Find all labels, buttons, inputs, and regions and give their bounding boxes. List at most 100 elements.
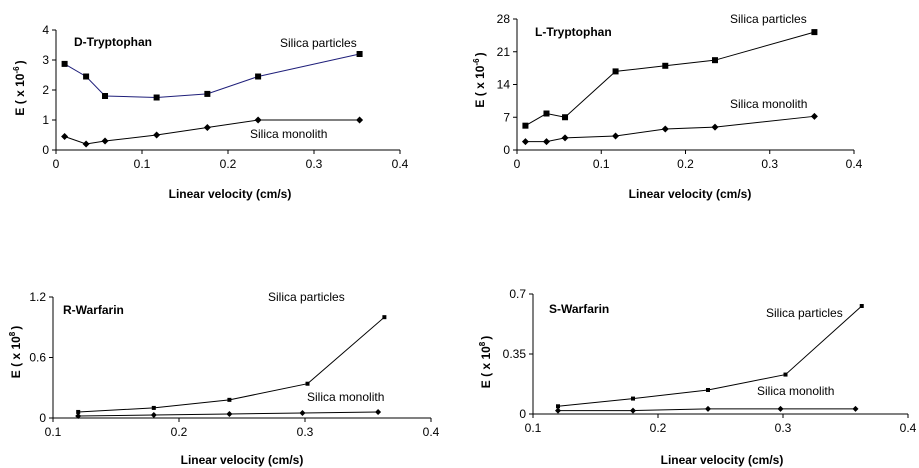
x-tick-label: 0.4 xyxy=(423,425,440,439)
data-point-monolith xyxy=(711,123,719,131)
data-point-particles xyxy=(227,397,232,402)
x-axis-label: Linear velocity (cm/s) xyxy=(661,453,784,467)
chart-l-tryptophan: 0 0.1 0.2 0.3 0.4 0 7 14 21 28 L-Tryptophan Linea… xyxy=(460,0,919,234)
data-point-monolith xyxy=(555,407,561,414)
series-label-monolith: Silica monolith xyxy=(757,384,834,398)
x-tick-label: 0.2 xyxy=(677,157,694,171)
y-tick-label: 0.35 xyxy=(503,347,527,361)
y-axis-label: E ( x 108) xyxy=(8,326,23,378)
data-point-particles xyxy=(783,372,788,377)
data-point-particles xyxy=(859,304,864,308)
y-tick-label: 1.2 xyxy=(29,290,46,304)
series-line-monolith xyxy=(525,115,815,143)
data-point-monolith xyxy=(661,125,669,133)
data-point-monolith xyxy=(852,405,859,412)
data-point-monolith xyxy=(101,137,109,145)
x-tick-label: 0.1 xyxy=(45,425,62,439)
series-label-monolith: Silica monolith xyxy=(730,97,807,111)
y-tick-label: 3 xyxy=(42,53,49,67)
data-point-particles xyxy=(543,110,550,117)
chart-title: L-Tryptophan xyxy=(535,25,612,39)
x-tick-label: 0.4 xyxy=(392,157,409,171)
data-point-particles xyxy=(305,381,310,386)
data-point-particles xyxy=(631,396,635,401)
series-label-particles: Silica particles xyxy=(730,12,807,26)
data-point-monolith xyxy=(375,408,382,415)
x-tick-label: 0.3 xyxy=(761,157,778,171)
chart-svg-r-warfarin: 0.1 0.2 0.3 0.4 0 0.6 1.2 R-Warfarin Linear ve… xyxy=(8,290,440,467)
x-tick-label: 0.1 xyxy=(593,157,610,171)
y-tick-label: 14 xyxy=(497,78,511,92)
chart-svg-l-tryptophan: 0 0.1 0.2 0.3 0.4 0 7 14 21 28 L-Tryptophan Linea… xyxy=(472,12,863,201)
data-point-particles xyxy=(153,94,160,101)
data-point-particles xyxy=(706,388,710,392)
data-point-particles xyxy=(662,62,669,69)
x-tick-label: 0.4 xyxy=(846,157,863,171)
data-point-monolith xyxy=(521,138,529,146)
data-point-particles xyxy=(102,93,109,99)
series-line-particles xyxy=(525,31,815,127)
data-point-monolith xyxy=(630,407,636,414)
data-point-particles xyxy=(522,122,529,129)
data-point-monolith xyxy=(203,124,211,131)
data-point-particles xyxy=(711,57,718,64)
series-label-monolith: Silica monolith xyxy=(307,390,384,404)
x-axis-label: Linear velocity (cm/s) xyxy=(181,453,304,467)
y-tick-label: 2 xyxy=(42,83,49,97)
x-tick-label: 0 xyxy=(514,157,521,171)
data-point-monolith xyxy=(299,409,306,416)
series-label-particles: Silica particles xyxy=(280,36,357,50)
y-tick-label: 1 xyxy=(42,113,49,127)
data-point-monolith xyxy=(226,410,233,417)
data-point-particles xyxy=(255,73,262,80)
data-point-particles xyxy=(356,51,363,57)
data-point-particles xyxy=(83,73,90,80)
y-tick-label: 21 xyxy=(497,45,511,59)
x-tick-label: 0.3 xyxy=(297,425,314,439)
data-point-particles xyxy=(556,404,560,409)
x-tick-label: 0.1 xyxy=(525,421,542,435)
x-axis-label: Linear velocity (cm/s) xyxy=(629,187,752,201)
x-tick-label: 0.2 xyxy=(220,157,237,171)
chart-svg-s-warfarin: 0.1 0.2 0.3 0.4 0 0.35 0.7 S-Warfarin Linear v… xyxy=(478,287,917,467)
chart-d-tryptophan: 0 0.1 0.2 0.3 0.4 0 1 2 3 4 D-Tryptophan Linear v… xyxy=(0,0,460,234)
data-point-monolith xyxy=(356,116,364,124)
series-line-particles xyxy=(64,53,360,99)
y-tick-label: 7 xyxy=(503,110,510,124)
chart-r-warfarin: 0.1 0.2 0.3 0.4 0 0.6 1.2 R-Warfarin Linear ve… xyxy=(0,234,460,468)
data-point-particles xyxy=(612,68,619,75)
x-tick-label: 0.2 xyxy=(171,425,188,439)
y-tick-label: 0 xyxy=(42,143,49,157)
data-point-monolith xyxy=(82,140,90,148)
data-point-particles xyxy=(61,60,68,67)
y-axis-label: E ( x 108) xyxy=(478,336,493,388)
y-tick-label: 0 xyxy=(503,143,510,157)
data-point-particles xyxy=(204,90,211,97)
chart-title: D-Tryptophan xyxy=(74,35,152,49)
data-point-particles xyxy=(151,405,156,410)
data-point-monolith xyxy=(153,131,161,139)
data-point-particles xyxy=(562,114,569,121)
y-tick-label: 28 xyxy=(497,12,511,26)
y-tick-label: 4 xyxy=(42,23,49,37)
chart-title: S-Warfarin xyxy=(549,302,609,316)
data-point-monolith xyxy=(542,138,550,146)
data-point-monolith xyxy=(61,133,69,140)
x-tick-label: 0.3 xyxy=(306,157,323,171)
data-point-monolith xyxy=(254,116,262,124)
data-point-particles xyxy=(811,29,818,36)
data-point-particles xyxy=(76,409,81,414)
data-point-monolith xyxy=(705,405,711,412)
y-tick-label: 0.6 xyxy=(29,351,46,365)
chart-title: R-Warfarin xyxy=(63,303,124,317)
data-point-monolith xyxy=(561,134,569,142)
data-point-monolith xyxy=(777,405,784,412)
chart-svg-d-tryptophan: 0 0.1 0.2 0.3 0.4 0 1 2 3 4 D-Tryptophan Linear v… xyxy=(12,23,409,201)
y-tick-label: 0 xyxy=(519,407,526,421)
x-tick-label: 0.3 xyxy=(775,421,792,435)
data-point-monolith xyxy=(75,412,82,419)
y-tick-label: 0 xyxy=(39,411,46,425)
x-tick-label: 0.1 xyxy=(134,157,151,171)
x-tick-label: 0.2 xyxy=(650,421,667,435)
data-point-particles xyxy=(382,315,387,320)
